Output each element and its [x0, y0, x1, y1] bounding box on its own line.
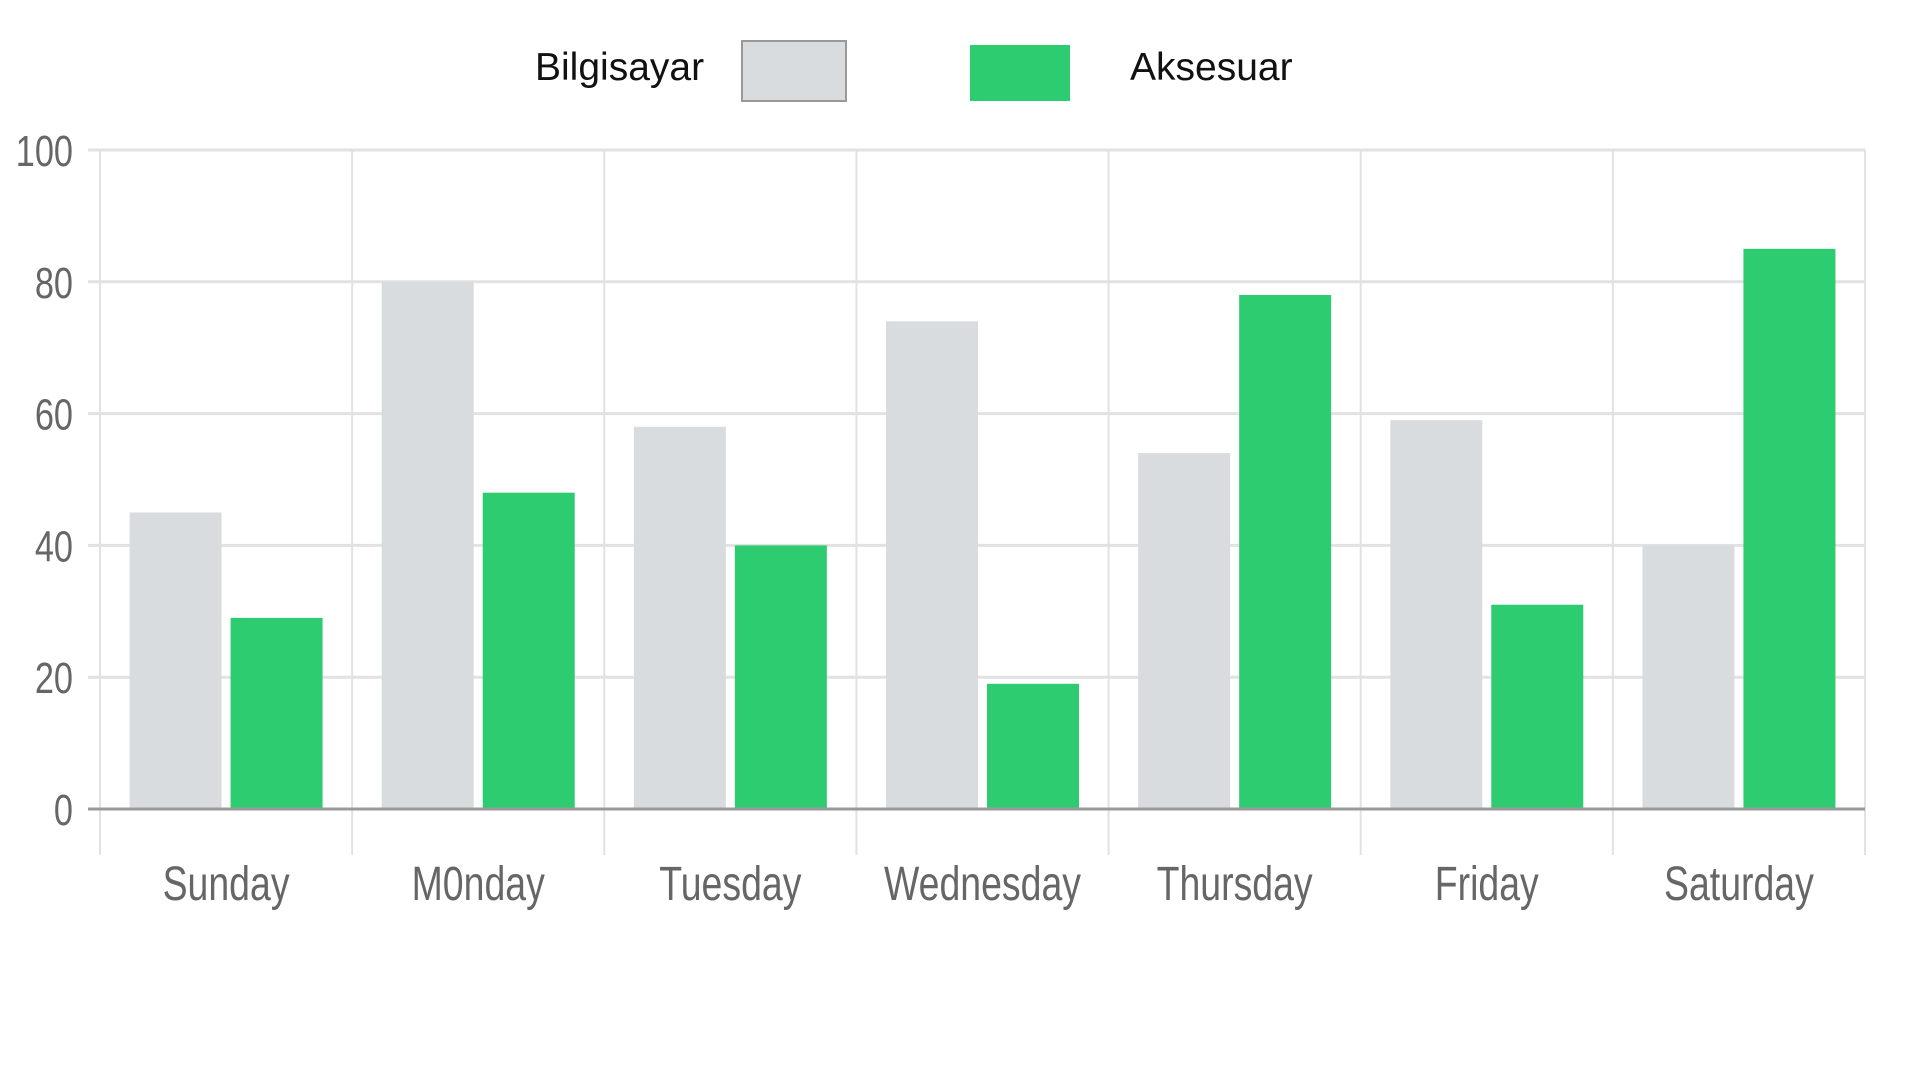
bar-bilgisayar-sunday[interactable] — [129, 512, 222, 809]
bar-bilgisayar-m0nday[interactable] — [381, 281, 474, 809]
legend-label-aksesuar: Aksesuar — [1130, 46, 1293, 89]
bar-aksesuar-thursday[interactable] — [1239, 294, 1332, 810]
x-tick-label: Sunday — [163, 858, 290, 912]
y-tick-label: 20 — [35, 654, 73, 703]
y-tick-label: 0 — [54, 786, 73, 835]
bar-aksesuar-sunday[interactable] — [230, 617, 323, 809]
bar-bilgisayar-thursday[interactable] — [1138, 453, 1231, 809]
bar-aksesuar-wednesday[interactable] — [987, 683, 1079, 809]
bar-bilgisayar-tuesday[interactable] — [633, 426, 726, 809]
x-tick-label: Tuesday — [659, 858, 802, 912]
legend-swatch-bilgisayar[interactable] — [741, 40, 847, 102]
bar-bilgisayar-saturday[interactable] — [1642, 545, 1735, 809]
x-tick-label: Saturday — [1664, 858, 1814, 912]
x-tick-label: Friday — [1435, 858, 1539, 912]
bar-bilgisayar-friday[interactable] — [1390, 420, 1483, 809]
bar-aksesuar-friday[interactable] — [1491, 604, 1584, 809]
y-tick-label: 60 — [35, 391, 73, 440]
bars — [129, 248, 1836, 810]
y-tick-label: 80 — [35, 259, 73, 308]
x-tick-label: M0nday — [412, 858, 546, 912]
bar-bilgisayar-wednesday[interactable] — [886, 321, 978, 809]
axes: 0 20 40 60 80 100 Sunday M0nday Tuesday Wednesday… — [16, 127, 1865, 911]
y-tick-label: 100 — [16, 127, 73, 176]
bar-aksesuar-saturday[interactable] — [1743, 248, 1836, 810]
legend: Bilgisayar Aksesuar — [535, 40, 1293, 102]
x-tick-label: Thursday — [1157, 858, 1313, 912]
legend-label-bilgisayar: Bilgisayar — [535, 46, 704, 89]
bar-aksesuar-m0nday[interactable] — [482, 492, 575, 809]
x-tick-label: Wednesday — [884, 858, 1081, 912]
bar-aksesuar-tuesday[interactable] — [734, 545, 827, 809]
y-tick-label: 40 — [35, 522, 73, 571]
legend-swatch-aksesuar[interactable] — [970, 45, 1070, 101]
